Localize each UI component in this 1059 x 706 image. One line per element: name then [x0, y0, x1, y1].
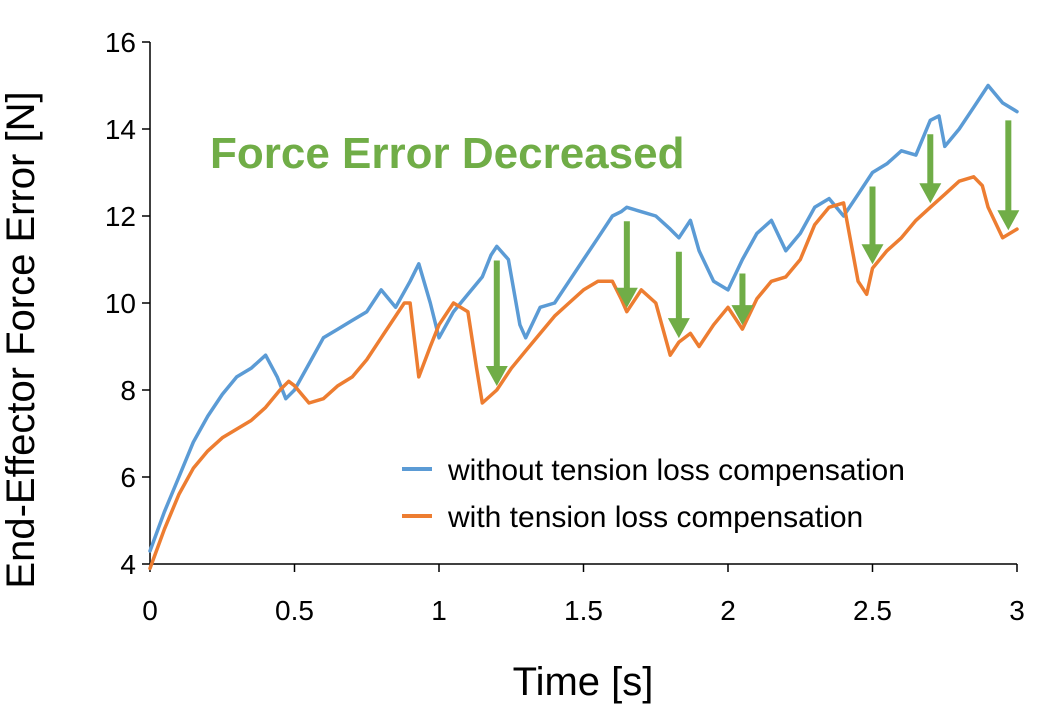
series-layer — [148, 83, 1019, 571]
x-tick-label: 2.5 — [853, 595, 892, 626]
decrease-arrow-icon — [615, 221, 638, 308]
y-axis-ticks: 4 6 8 10 12 14 16 — [105, 27, 150, 580]
y-axis-title: End-Effector Force Error [N] — [0, 91, 43, 588]
decrease-arrow-icon — [667, 251, 690, 339]
annotation-label: Force Error Decreased — [210, 129, 684, 178]
series-line-with-compensation — [148, 175, 1019, 571]
x-tick-label: 3 — [1009, 595, 1025, 626]
y-tick-label: 8 — [120, 375, 136, 406]
decrease-arrow-icon — [861, 186, 884, 265]
x-tick-label: 1.5 — [564, 595, 603, 626]
decrease-arrow-icon — [731, 273, 754, 326]
x-tick-label: 1 — [431, 595, 447, 626]
y-tick-label: 6 — [120, 462, 136, 493]
y-tick-label: 4 — [120, 549, 136, 580]
decrease-arrow-icon — [485, 260, 508, 386]
decrease-arrow-icon — [919, 134, 942, 204]
annotation-arrows — [485, 120, 1020, 386]
y-tick-label: 12 — [105, 201, 136, 232]
legend-label-with-compensation: with tension loss compensation — [447, 501, 863, 534]
y-tick-label: 14 — [105, 114, 136, 145]
decrease-arrow-icon — [997, 120, 1020, 231]
x-tick-label: 2 — [720, 595, 736, 626]
x-tick-label: 0 — [142, 595, 158, 626]
y-tick-label: 16 — [105, 27, 136, 58]
legend-label-without-compensation: without tension loss compensation — [447, 454, 905, 487]
x-axis-title: Time [s] — [513, 660, 654, 704]
y-tick-label: 10 — [105, 288, 136, 319]
legend: without tension loss compensation with t… — [402, 454, 905, 534]
x-tick-label: 0.5 — [275, 595, 314, 626]
x-axis-ticks: 0 0.5 1 1.5 2 2.5 3 — [142, 564, 1025, 626]
plot-frame — [149, 42, 1017, 565]
series-line-without-compensation — [148, 83, 1019, 553]
